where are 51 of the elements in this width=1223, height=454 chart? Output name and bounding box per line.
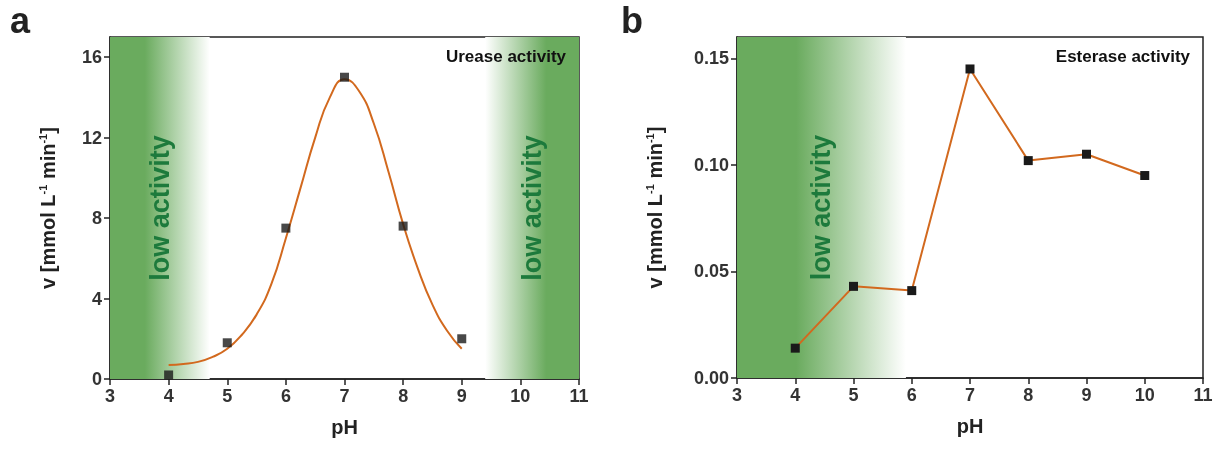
x-tick-label: 4 — [790, 385, 801, 405]
text: a — [10, 0, 31, 41]
x-tick-label: 11 — [1193, 385, 1213, 405]
point — [281, 223, 291, 233]
band-label: low activity — [144, 135, 175, 281]
y-tick-label: 0.00 — [693, 368, 729, 388]
x-tick-label: 8 — [1023, 385, 1034, 405]
x-tick-label: 11 — [569, 386, 589, 406]
x-tick-label: 9 — [1081, 385, 1092, 405]
x-tick-label: 5 — [848, 385, 859, 405]
point — [398, 221, 408, 231]
point — [457, 334, 467, 344]
point — [790, 343, 800, 353]
point — [849, 281, 858, 291]
x-axis-title: pH — [956, 415, 984, 437]
point — [340, 72, 349, 82]
y-axis-title: v [mmol L-1 min-1] — [36, 127, 59, 289]
x-tick-label: 10 — [510, 386, 531, 406]
x-tick-label: 5 — [222, 386, 233, 406]
y-axis-title: v [mmol L-1 min-1] — [643, 126, 666, 289]
text: Esterase activity — [1055, 47, 1191, 66]
y-tick-label: 4 — [91, 288, 102, 309]
point — [1023, 156, 1033, 166]
x-tick-label: 6 — [280, 386, 291, 406]
x-tick-label: 4 — [163, 386, 174, 406]
y-tick-label: 16 — [81, 47, 102, 68]
text: b — [621, 0, 643, 41]
x-axis-title: pH — [331, 416, 358, 438]
point — [222, 338, 232, 348]
x-tick-label: 9 — [456, 386, 467, 406]
point — [907, 286, 917, 296]
y-tick-label: 0.15 — [693, 48, 729, 69]
x-tick-label: 6 — [906, 385, 917, 405]
point — [965, 64, 975, 74]
x-tick-label: 7 — [339, 386, 350, 406]
band-label: low activity — [806, 134, 837, 281]
text: Urease activity — [445, 47, 567, 66]
y-tick-label: 12 — [81, 127, 102, 148]
x-tick-label: 10 — [1134, 385, 1155, 405]
x-tick-label: 3 — [731, 385, 743, 405]
point — [1082, 149, 1091, 159]
y-tick-label: 0.10 — [693, 154, 729, 175]
point — [1140, 171, 1150, 181]
y-tick-label: 0 — [91, 369, 102, 389]
x-tick-label: 8 — [398, 386, 409, 406]
y-tick-label: 0.05 — [693, 261, 729, 282]
y-tick-label: 8 — [91, 208, 102, 229]
x-tick-label: 7 — [964, 385, 976, 405]
point — [164, 370, 174, 380]
x-tick-label: 3 — [104, 386, 116, 406]
band-label: low activity — [517, 135, 548, 281]
